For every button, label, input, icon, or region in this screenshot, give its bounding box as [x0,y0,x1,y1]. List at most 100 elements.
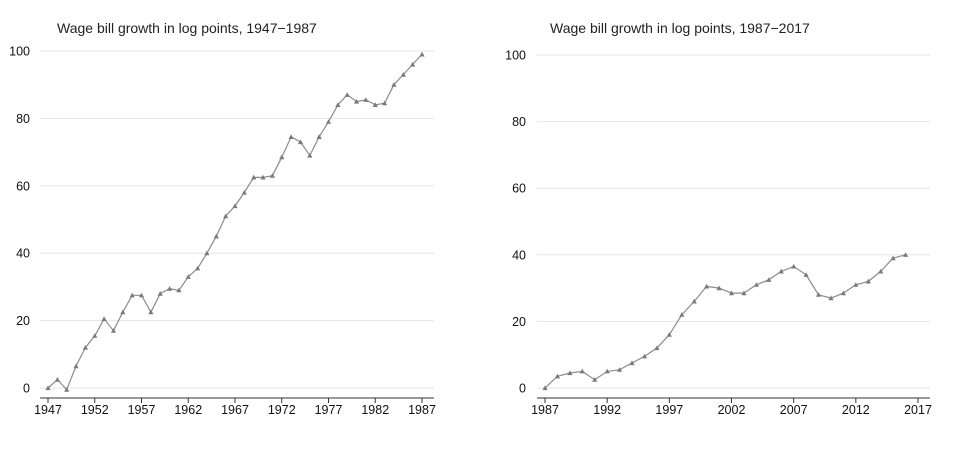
x-tick-label: 1967 [221,403,249,417]
x-tick-label: 1947 [34,403,62,417]
data-point [679,312,685,317]
x-tick-label: 1957 [128,403,156,417]
data-point [728,290,735,296]
data-point [101,316,107,321]
data-point [903,252,909,257]
data-point [828,295,834,301]
data-point [629,360,635,366]
y-tick-label: 60 [16,179,30,193]
data-point [400,72,406,77]
data-point [223,213,229,219]
data-point [382,100,388,106]
data-point [766,277,772,282]
data-point [654,345,660,351]
data-point [307,152,313,158]
data-point [579,368,585,374]
data-point [232,203,238,209]
y-tick-label: 20 [512,315,526,329]
data-point [279,154,285,160]
data-point [297,139,304,145]
data-point [54,377,60,382]
data-point [260,174,266,180]
chart-title: Wage bill growth in log points, 1987−201… [550,20,810,36]
data-point [148,309,154,315]
y-tick-label: 0 [519,382,526,396]
data-point [753,282,759,287]
data-point [803,272,809,277]
data-point [241,189,247,195]
data-point [604,368,610,374]
data-point [204,250,210,256]
data-point [157,291,163,296]
data-point [372,102,378,107]
x-tick-label: 1997 [655,403,683,417]
data-point [344,92,350,97]
data-point [335,102,341,107]
data-point [878,268,884,274]
data-point [213,233,219,239]
data-point [410,61,416,67]
data-point [716,285,722,291]
chart-title: Wage bill growth in log points, 1947−198… [57,20,317,36]
y-tick-label: 20 [16,314,30,328]
x-tick-label: 1977 [315,403,343,417]
x-tick-label: 2012 [842,403,870,417]
data-point [73,363,79,369]
data-point [592,377,598,382]
x-tick-label: 1952 [81,403,109,417]
data-point [617,367,623,372]
data-point [554,373,560,379]
data-point [419,51,425,57]
data-point [251,174,257,180]
y-tick-label: 40 [16,247,30,261]
data-point [167,286,173,291]
data-point [641,353,648,359]
data-point [110,328,116,333]
data-point [542,385,548,391]
y-tick-label: 40 [512,248,526,262]
data-point [840,290,846,296]
y-tick-label: 0 [23,382,30,396]
panel-1987-2017: Wage bill growth in log points, 1987−201… [505,20,932,417]
x-tick-label: 1987 [408,403,436,417]
data-point [778,268,784,274]
x-tick-label: 2002 [718,403,746,417]
data-point [269,173,275,178]
data-point [120,309,126,315]
data-point [316,134,322,139]
data-point [92,333,98,338]
data-point [791,263,797,269]
data-point [815,292,822,297]
y-tick-label: 80 [512,115,526,129]
y-tick-label: 100 [9,45,30,59]
data-point [741,290,747,296]
data-point [704,283,710,289]
data-point [176,287,182,293]
data-point [890,255,896,261]
data-point [363,97,369,102]
series-line [47,53,423,391]
x-tick-label: 2017 [904,403,932,417]
x-tick-label: 1987 [531,403,559,417]
y-tick-label: 100 [505,49,526,63]
data-point [865,278,871,284]
data-point [138,292,145,298]
data-point [391,82,397,87]
y-tick-label: 60 [512,182,526,196]
x-tick-label: 1992 [593,403,621,417]
data-point [567,370,573,376]
x-tick-label: 1972 [268,403,296,417]
data-point [129,292,135,298]
y-tick-label: 80 [16,112,30,126]
x-tick-label: 1982 [361,403,389,417]
panel-1947-1987: Wage bill growth in log points, 1947−198… [9,20,436,417]
data-point [325,119,332,124]
x-tick-label: 2007 [780,403,808,417]
x-tick-label: 1962 [174,403,202,417]
data-point [64,387,70,392]
data-point [853,282,859,287]
data-point [195,265,201,271]
data-point [288,134,294,139]
data-point [691,298,697,304]
